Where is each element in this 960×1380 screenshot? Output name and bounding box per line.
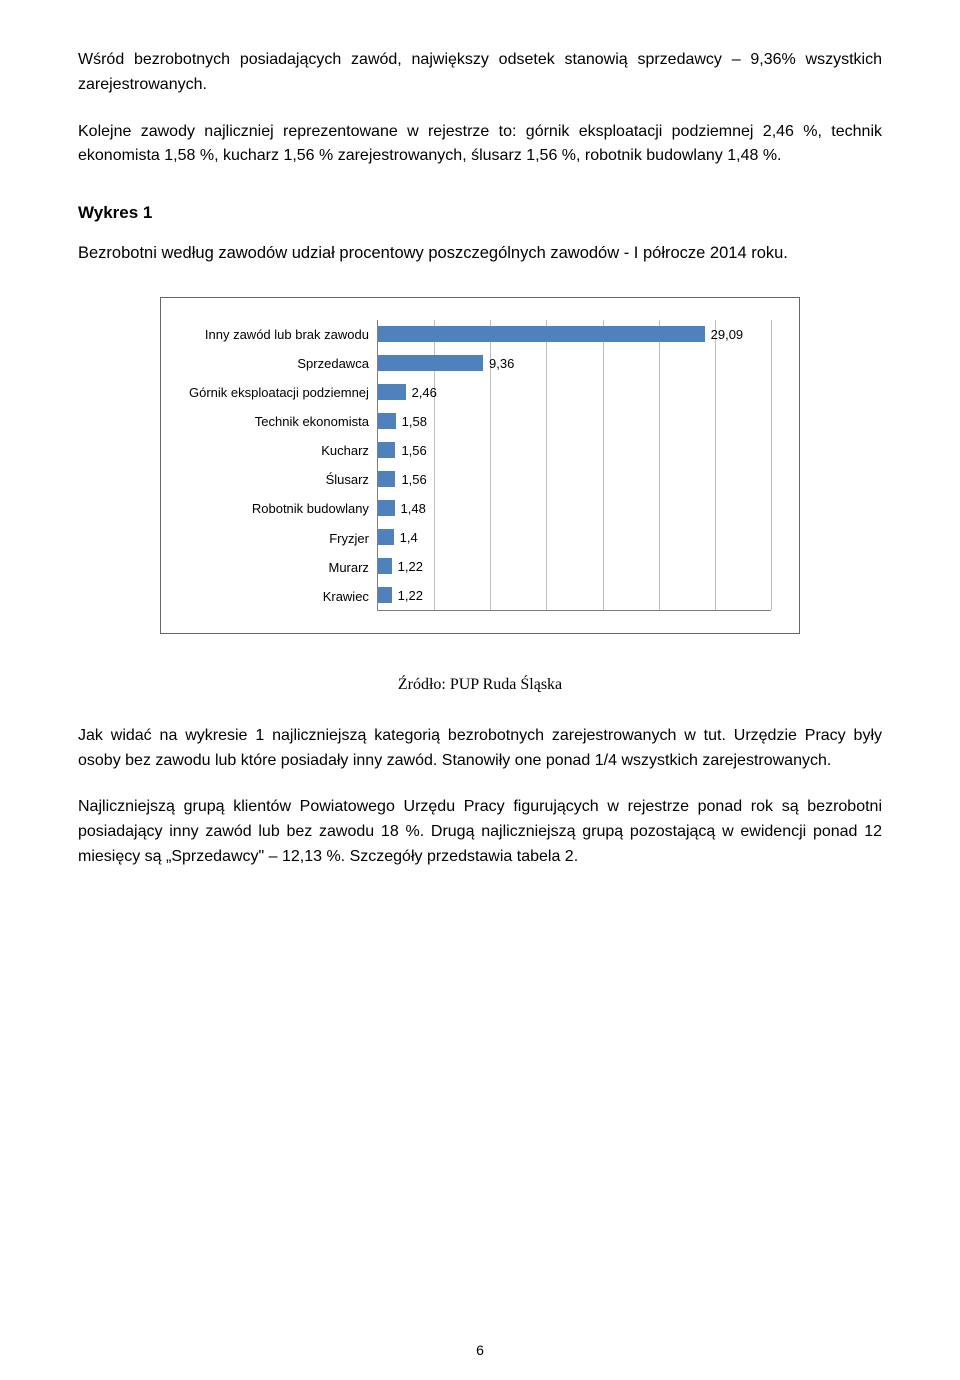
bar-value-label: 29,09 [705,327,744,342]
category-label: Krawiec [189,582,369,611]
page-number: 6 [0,1342,960,1358]
bar [378,413,396,429]
category-label: Fryzjer [189,524,369,553]
bar-row: 29,09 [378,320,771,349]
bar [378,529,394,545]
bar-value-label: 1,56 [395,443,426,458]
bar-row: 1,22 [378,552,771,581]
bar-row: 1,58 [378,407,771,436]
intro-paragraph-1: Wśród bezrobotnych posiadających zawód, … [78,48,882,98]
bar-row: 2,46 [378,378,771,407]
chart-bars: 29,09 9,36 2,46 1,58 1,56 1,56 1,48 1,4 1,22 1,22 [378,320,771,610]
bar-value-label: 1,22 [392,588,423,603]
bar [378,384,406,400]
chart-category-labels: Inny zawód lub brak zawoduSprzedawcaGórn… [189,320,377,611]
chart-source: Źródło: PUP Ruda Śląska [78,676,882,694]
bar-value-label: 1,58 [396,414,427,429]
chart-title: Bezrobotni według zawodów udział procent… [78,241,882,267]
category-label: Sprzedawca [189,349,369,378]
bar-chart: Inny zawód lub brak zawoduSprzedawcaGórn… [160,297,800,634]
bar [378,558,392,574]
category-label: Ślusarz [189,465,369,494]
bar-row: 9,36 [378,349,771,378]
bar-value-label: 1,4 [394,530,418,545]
bar [378,500,395,516]
bar [378,442,396,458]
chart-label: Wykres 1 [78,203,882,223]
bar-value-label: 2,46 [406,385,437,400]
category-label: Technik ekonomista [189,407,369,436]
bar-value-label: 9,36 [483,356,514,371]
bar [378,587,392,603]
bar-row: 1,56 [378,436,771,465]
bar-value-label: 1,48 [395,501,426,516]
category-label: Górnik eksploatacji podziemnej [189,378,369,407]
intro-paragraph-2: Kolejne zawody najliczniej reprezentowan… [78,120,882,170]
bar-row: 1,4 [378,523,771,552]
bar-row: 1,48 [378,494,771,523]
bar-value-label: 1,56 [395,472,426,487]
gridline [771,320,772,610]
bar [378,355,483,371]
bar-value-label: 1,22 [392,559,423,574]
category-label: Inny zawód lub brak zawodu [189,320,369,349]
category-label: Robotnik budowlany [189,494,369,523]
body-paragraph-2: Najliczniejszą grupą klientów Powiatoweg… [78,795,882,869]
bar [378,326,705,342]
bar-row: 1,56 [378,465,771,494]
body-paragraph-1: Jak widać na wykresie 1 najliczniejszą k… [78,724,882,774]
chart-inner: Inny zawód lub brak zawoduSprzedawcaGórn… [189,320,771,611]
bar-row: 1,22 [378,581,771,610]
category-label: Murarz [189,553,369,582]
chart-plot-area: 29,09 9,36 2,46 1,58 1,56 1,56 1,48 1,4 1,22 1,22 [377,320,771,611]
category-label: Kucharz [189,436,369,465]
bar [378,471,396,487]
